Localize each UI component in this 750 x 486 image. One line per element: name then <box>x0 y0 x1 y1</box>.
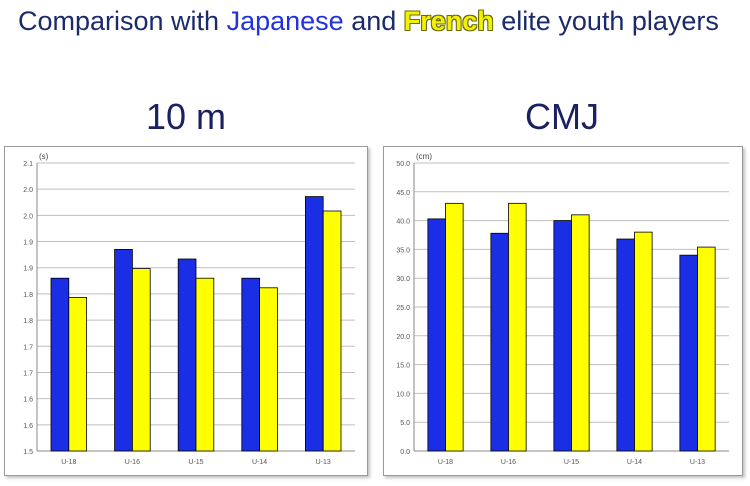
chart-title-cmj: CMJ <box>525 96 599 137</box>
cmj-xtick-label: U-15 <box>564 459 579 466</box>
cmj-ytick-label: 15.0 <box>396 363 410 370</box>
10m-ytick-label: 1.7 <box>23 344 33 351</box>
10m-bar-french <box>132 268 151 452</box>
10m-bar-french <box>322 210 342 452</box>
cmj-xtick-label: U-13 <box>690 459 705 466</box>
10m-bar-japanese <box>241 277 261 452</box>
headline: Comparison with Japanese and French elit… <box>18 6 719 37</box>
chart-panel-cmj: 0.0 5.0 10.0 15.0 20.0 25.0 30.0 35.0 40.0 45.0 50… <box>383 146 743 476</box>
10m-xtick-label: U-16 <box>125 459 140 466</box>
10m-ytick-label: 1.6 <box>23 397 33 404</box>
headline-japanese: Japanese <box>226 6 344 36</box>
10m-unit-label: (s) <box>39 152 49 161</box>
cmj-ytick-label: 5.0 <box>400 420 410 427</box>
10m-bar-japanese <box>177 258 197 452</box>
headline-suffix: elite youth players <box>493 6 719 36</box>
cmj-ytick-label: 45.0 <box>396 190 410 197</box>
cmj-ytick-label: 20.0 <box>396 334 410 341</box>
10m-bar-japanese <box>304 196 324 452</box>
10m-ytick-label: 1.9 <box>23 240 33 247</box>
10m-ytick-label: 1.8 <box>23 292 33 299</box>
10m-ytick-label: 1.7 <box>23 370 33 377</box>
headline-middle: and <box>343 6 404 36</box>
cmj-ytick-label: 0.0 <box>400 449 410 456</box>
cmj-unit-label: (cm) <box>416 152 432 161</box>
bar-chart-cmj: 0.0 5.0 10.0 15.0 20.0 25.0 30.0 35.0 40.0 45.0 50… <box>396 152 729 466</box>
10m-ytick-label: 2.0 <box>23 213 33 220</box>
10m-xtick-label: U-15 <box>188 459 203 466</box>
10m-bar-japanese <box>50 277 70 452</box>
cmj-bar-french <box>445 202 464 452</box>
cmj-bar-japanese <box>427 218 446 452</box>
bar-chart-10m: 1.5 1.6 1.6 1.7 1.7 1.8 1.8 1.9 1.9 2.0 2.0 2.1 (s) U… <box>23 152 355 466</box>
cmj-bar-japanese <box>490 232 509 452</box>
10m-xtick-label: U-13 <box>316 459 331 466</box>
cmj-bar-french <box>571 214 590 452</box>
cmj-xtick-label: U-18 <box>438 459 453 466</box>
10m-ytick-label: 2.0 <box>23 187 33 194</box>
cmj-xtick-label: U-14 <box>627 459 642 466</box>
10m-xtick-label: U-18 <box>61 459 76 466</box>
chart-panel-10m: 1.5 1.6 1.6 1.7 1.7 1.8 1.8 1.9 1.9 2.0 2.0 2.1 (s) U… <box>4 146 368 476</box>
cmj-xtick-label: U-16 <box>501 459 516 466</box>
cmj-ytick-label: 30.0 <box>396 276 410 283</box>
10m-ytick-label: 1.5 <box>23 449 33 456</box>
10m-bar-japanese <box>114 249 133 452</box>
cmj-ytick-label: 50.0 <box>396 161 410 168</box>
cmj-bar-french <box>697 246 716 452</box>
cmj-ytick-label: 25.0 <box>396 305 410 312</box>
cmj-ytick-label: 40.0 <box>396 219 410 226</box>
cmj-bar-japanese <box>679 254 698 452</box>
cmj-ytick-label: 10.0 <box>396 391 410 398</box>
10m-ytick-label: 1.6 <box>23 423 33 430</box>
10m-ytick-label: 2.1 <box>23 161 33 168</box>
10m-bar-french <box>68 296 88 452</box>
10m-ytick-label: 1.8 <box>23 318 33 325</box>
10m-ytick-label: 1.9 <box>23 266 33 273</box>
cmj-bar-french <box>508 202 527 452</box>
cmj-bar-japanese <box>553 220 572 452</box>
10m-bar-french <box>259 287 278 452</box>
cmj-bar-japanese <box>616 238 635 452</box>
headline-prefix: Comparison with <box>18 6 227 36</box>
10m-xtick-label: U-14 <box>252 459 267 466</box>
cmj-bar-french <box>634 231 653 452</box>
cmj-ytick-label: 35.0 <box>396 247 410 254</box>
10m-bar-french <box>195 277 215 452</box>
chart-title-10m: 10 m <box>145 96 227 137</box>
headline-french: French <box>403 6 494 36</box>
